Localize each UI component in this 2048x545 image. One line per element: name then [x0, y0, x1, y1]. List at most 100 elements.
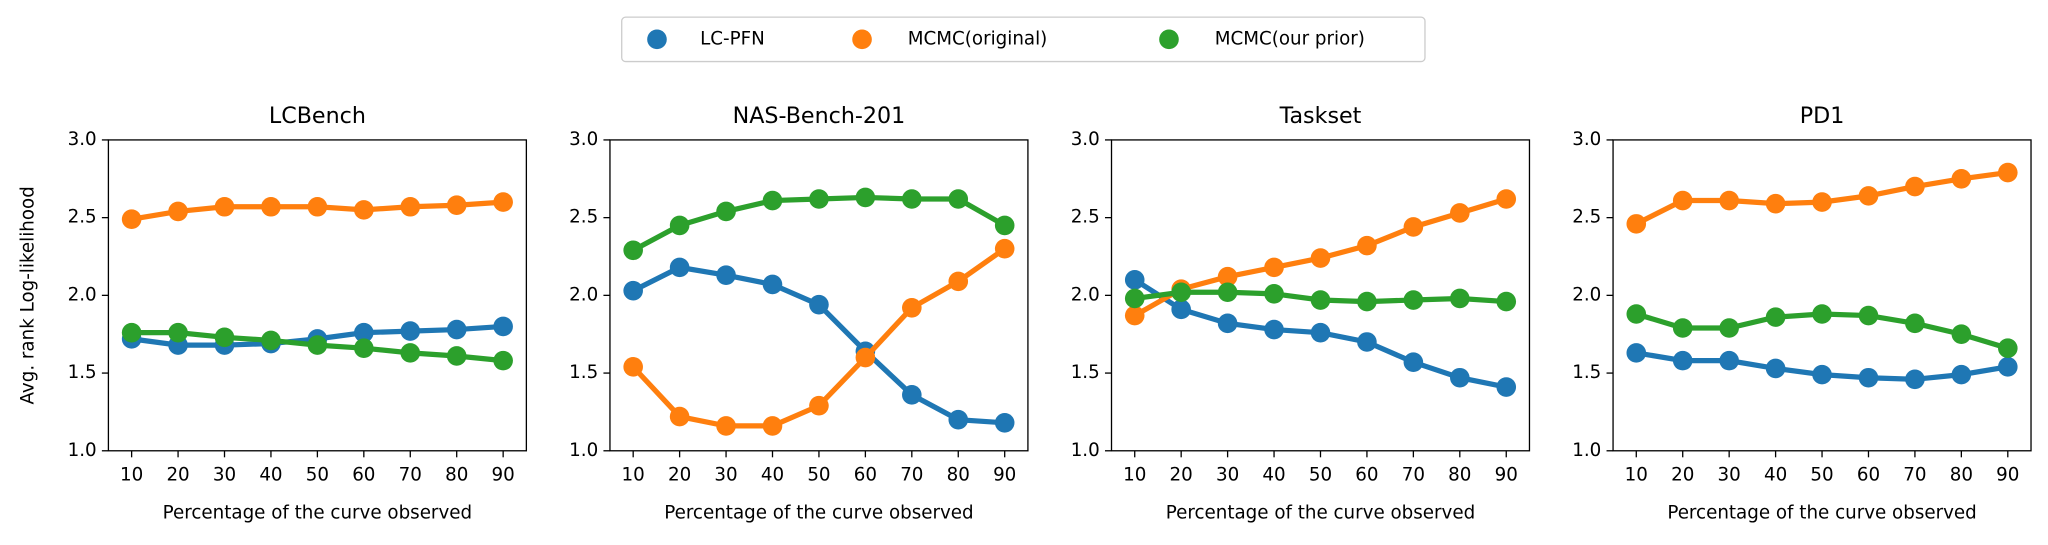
chart-title: PD1	[1800, 103, 1845, 129]
y-tick-label: 2.5	[1071, 207, 1100, 228]
point	[1357, 332, 1377, 352]
plot-frame	[609, 139, 1029, 452]
x-tick-label: 20	[1170, 465, 1193, 486]
point	[809, 395, 829, 416]
legend-box	[621, 16, 1426, 63]
point	[1626, 343, 1647, 363]
point	[994, 238, 1015, 259]
plot-frame	[1110, 139, 1531, 452]
point	[1626, 214, 1647, 234]
point	[948, 189, 969, 209]
x-tick-label: 50	[807, 465, 830, 486]
point	[669, 257, 690, 278]
point	[1450, 367, 1470, 388]
point	[669, 215, 690, 236]
point	[1951, 324, 1972, 345]
x-tick-label: 10	[622, 465, 645, 486]
point	[623, 240, 643, 261]
chart-title: Taskset	[1279, 103, 1362, 129]
x-tick-label: 40	[1764, 465, 1787, 486]
legend-label: MCMC(our prior)	[1215, 28, 1365, 49]
point	[762, 190, 783, 211]
x-tick-label: 30	[213, 465, 236, 486]
point	[1496, 189, 1517, 209]
x-tick-label: 90	[492, 465, 515, 486]
point	[261, 196, 281, 217]
point	[1812, 192, 1832, 212]
point	[1403, 352, 1424, 372]
point	[261, 330, 281, 351]
x-tick-label: 80	[1448, 465, 1471, 486]
point	[121, 209, 142, 229]
point	[400, 196, 421, 217]
point	[902, 385, 922, 405]
y-tick-label: 1.5	[1071, 362, 1100, 383]
point	[446, 319, 467, 340]
x-tick-label: 80	[1950, 465, 1973, 486]
point	[354, 322, 374, 343]
y-tick-label: 1.0	[1071, 440, 1100, 461]
legend-marker	[1159, 29, 1179, 50]
point	[400, 343, 421, 363]
legend-label: MCMC(original)	[908, 28, 1048, 49]
y-tick-label: 1.0	[569, 440, 598, 461]
point	[1357, 235, 1377, 256]
y-tick-label: 3.0	[569, 129, 598, 150]
x-tick-label: 90	[1495, 465, 1518, 486]
y-axis-label: Avg. rank Log-likelihood	[18, 186, 39, 404]
point	[1310, 248, 1331, 268]
point	[1264, 284, 1284, 304]
y-tick-label: 2.5	[68, 207, 97, 228]
legend-marker	[852, 29, 872, 50]
point	[902, 189, 922, 209]
x-tick-label: 60	[1857, 465, 1880, 486]
x-tick-label: 60	[854, 465, 877, 486]
point	[1124, 270, 1145, 290]
x-tick-label: 10	[120, 465, 143, 486]
legend-marker	[647, 29, 667, 50]
point	[1719, 318, 1739, 338]
point	[1171, 282, 1191, 303]
chart-title: NAS-Bench-201	[733, 103, 906, 129]
point	[948, 409, 969, 430]
x-tick-label: 50	[306, 465, 329, 486]
point	[669, 406, 690, 427]
point	[716, 416, 736, 436]
x-tick-label: 70	[399, 465, 422, 486]
x-tick-label: 40	[1262, 465, 1285, 486]
point	[623, 280, 643, 301]
point	[1998, 357, 2018, 377]
point	[623, 357, 643, 377]
x-tick-label: 70	[900, 465, 923, 486]
y-tick-label: 3.0	[1572, 129, 1601, 150]
point	[354, 338, 374, 358]
y-tick-label: 2.0	[569, 284, 598, 305]
x-tick-label: 60	[1355, 465, 1378, 486]
y-tick-label: 1.0	[1572, 440, 1601, 461]
y-tick-label: 1.0	[68, 440, 97, 461]
point	[1905, 176, 1925, 197]
point	[1998, 162, 2018, 183]
point	[1951, 364, 1972, 385]
point	[1858, 186, 1879, 206]
point	[493, 350, 513, 371]
y-tick-label: 2.0	[1572, 284, 1601, 305]
point	[1672, 318, 1693, 338]
point	[168, 322, 188, 343]
point	[1765, 358, 1786, 379]
point	[400, 321, 421, 341]
point	[354, 200, 374, 220]
point	[493, 316, 513, 337]
point	[1496, 377, 1517, 397]
point	[994, 215, 1015, 236]
y-tick-label: 2.5	[569, 207, 598, 228]
point	[1719, 350, 1739, 371]
point	[1719, 190, 1739, 211]
y-tick-label: 2.0	[68, 284, 97, 305]
x-tick-label: 80	[445, 465, 468, 486]
point	[493, 192, 513, 212]
y-tick-label: 1.5	[569, 362, 598, 383]
y-tick-label: 2.0	[1071, 284, 1100, 305]
point	[1403, 290, 1424, 310]
